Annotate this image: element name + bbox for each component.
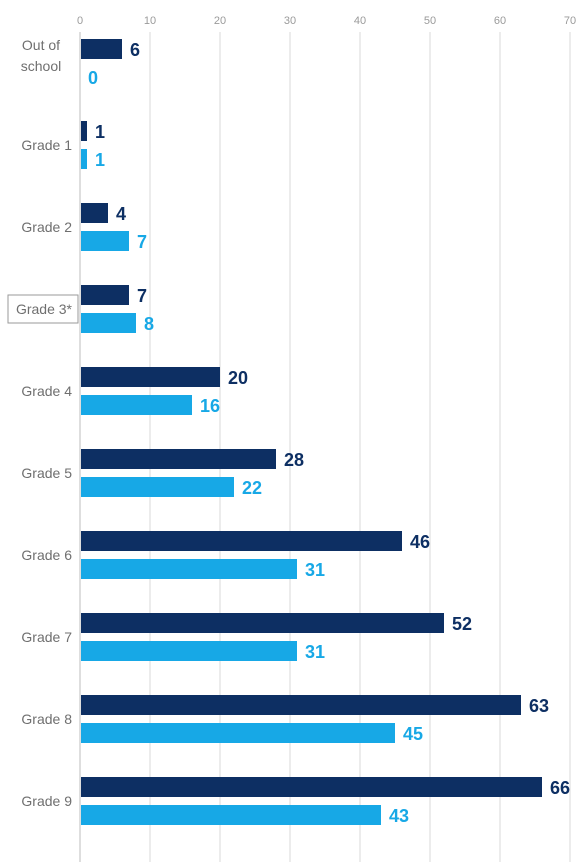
category-label-grade-9: Grade 9 bbox=[21, 793, 72, 809]
gridlines bbox=[79, 32, 571, 862]
bar-grade-8-series-2 bbox=[81, 723, 395, 743]
value-label-grade-8-series-2: 45 bbox=[403, 724, 423, 744]
value-label-grade-9-series-2: 43 bbox=[389, 806, 409, 826]
x-tick-label-40: 40 bbox=[354, 15, 366, 27]
value-label-out-of-school-series-1: 6 bbox=[130, 40, 140, 60]
bars bbox=[81, 39, 542, 825]
category-labels: Out of school Grade 1 Grade 2 Grade 3* Grade … bbox=[7, 37, 79, 809]
bar-grade-5-series-2 bbox=[81, 477, 234, 497]
x-tick-label-50: 50 bbox=[424, 15, 436, 27]
value-label-grade-1-series-1: 1 bbox=[95, 122, 105, 142]
bar-grade-8-series-1 bbox=[81, 695, 521, 715]
x-tick-label-70: 70 bbox=[564, 15, 576, 27]
value-label-grade-2-series-2: 7 bbox=[137, 232, 147, 252]
value-label-grade-9-series-1: 66 bbox=[550, 778, 570, 798]
category-label-grade-6: Grade 6 bbox=[21, 547, 72, 563]
category-label-out-of-school: Out of school bbox=[21, 37, 61, 74]
bar-grade-1-series-1 bbox=[81, 121, 87, 141]
value-label-out-of-school-series-2: 0 bbox=[88, 68, 98, 88]
value-label-grade-6-series-1: 46 bbox=[410, 532, 430, 552]
value-label-grade-7-series-1: 52 bbox=[452, 614, 472, 634]
x-axis-ticks: 0 10 20 30 40 50 60 70 bbox=[77, 15, 576, 27]
bar-grade-4-series-1 bbox=[81, 367, 220, 387]
value-label-grade-2-series-1: 4 bbox=[116, 204, 126, 224]
category-label-grade-1: Grade 1 bbox=[21, 137, 72, 153]
value-label-grade-6-series-2: 31 bbox=[305, 560, 325, 580]
bar-grade-9-series-2 bbox=[81, 805, 381, 825]
value-label-grade-4-series-1: 20 bbox=[228, 368, 248, 388]
bar-grade-6-series-1 bbox=[81, 531, 402, 551]
bar-grade-3-series-2 bbox=[81, 313, 136, 333]
bar-grade-7-series-1 bbox=[81, 613, 444, 633]
bar-grade-4-series-2 bbox=[81, 395, 192, 415]
x-tick-label-30: 30 bbox=[284, 15, 296, 27]
value-label-grade-3-series-2: 8 bbox=[144, 314, 154, 334]
bar-grade-9-series-1 bbox=[81, 777, 542, 797]
value-label-grade-5-series-2: 22 bbox=[242, 478, 262, 498]
bar-grade-7-series-2 bbox=[81, 641, 297, 661]
bar-grade-6-series-2 bbox=[81, 559, 297, 579]
category-label-grade-4: Grade 4 bbox=[21, 383, 72, 399]
x-tick-label-0: 0 bbox=[77, 15, 83, 27]
category-label-grade-8: Grade 8 bbox=[21, 711, 72, 727]
highlight-box-grade-3 bbox=[7, 294, 79, 324]
x-tick-label-60: 60 bbox=[494, 15, 506, 27]
category-label-grade-2: Grade 2 bbox=[21, 219, 72, 235]
value-label-grade-1-series-2: 1 bbox=[95, 150, 105, 170]
bar-grade-2-series-1 bbox=[81, 203, 108, 223]
value-label-grade-5-series-1: 28 bbox=[284, 450, 304, 470]
x-tick-label-20: 20 bbox=[214, 15, 226, 27]
x-tick-label-10: 10 bbox=[144, 15, 156, 27]
bar-grade-5-series-1 bbox=[81, 449, 276, 469]
bar-grade-3-series-1 bbox=[81, 285, 129, 305]
value-label-grade-3-series-1: 7 bbox=[137, 286, 147, 306]
bar-out-of-school-series-1 bbox=[81, 39, 122, 59]
category-label-grade-3: Grade 3* bbox=[16, 301, 73, 317]
category-label-grade-5: Grade 5 bbox=[21, 465, 72, 481]
bar-grade-2-series-2 bbox=[81, 231, 129, 251]
category-label-line: Out of bbox=[22, 37, 60, 53]
category-label-grade-7: Grade 7 bbox=[21, 629, 72, 645]
bar-grade-1-series-2 bbox=[81, 149, 87, 169]
value-label-grade-4-series-2: 16 bbox=[200, 396, 220, 416]
category-label-line: school bbox=[21, 58, 61, 74]
value-label-grade-7-series-2: 31 bbox=[305, 642, 325, 662]
value-label-grade-8-series-1: 63 bbox=[529, 696, 549, 716]
